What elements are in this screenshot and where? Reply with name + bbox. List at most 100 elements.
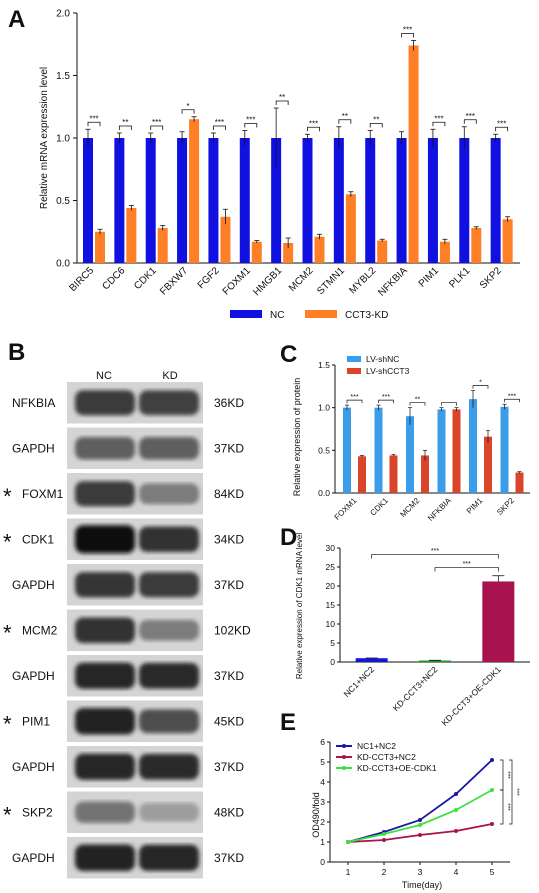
chart-a-bar: [302, 138, 313, 263]
chart-c-xtick-label: CDK1: [368, 496, 390, 518]
chart-c-ytick-label: 1.5: [318, 360, 330, 370]
chart-d-ytick-label: 0: [330, 657, 335, 667]
blot-band-nc: [75, 390, 135, 416]
chart-a-bar: [396, 138, 407, 263]
legend-kd-swatch: [305, 310, 337, 318]
chart-d-ytick-label: 25: [326, 562, 336, 572]
chart-c-bar: [389, 455, 398, 493]
chart-a-bar: [145, 138, 156, 263]
panel-label-a: A: [8, 6, 25, 33]
blot-row: FOXM1 84KD *: [3, 473, 244, 515]
chart-e-legend-label: KD-CCT3+OE-CDK1: [357, 763, 437, 773]
chart-e-sig-bracket: [500, 759, 504, 791]
chart-a-xtick-label: CDK1: [132, 265, 159, 292]
blot-band-kd: [139, 526, 199, 553]
chart-d-xtick-label: KD-CCT3+NC2: [391, 664, 440, 713]
chart-d-bar: [419, 660, 451, 662]
blot-band-kd: [139, 662, 199, 689]
chart-d-ytick-label: 10: [326, 619, 336, 629]
blot-band-nc: [75, 617, 135, 644]
chart-d-ylabel: Relative expression of CDK1 mRNA level: [295, 533, 304, 680]
chart-a-ytick-label: 0.5: [56, 196, 70, 207]
chart-a-bar: [345, 194, 356, 263]
chart-a-xtick-label: PLK1: [447, 265, 472, 290]
blot-protein-label: GAPDH: [12, 441, 55, 455]
legend-shnc-label: LV-shNC: [366, 354, 399, 364]
chart-c-bar: [343, 407, 351, 493]
chart-e-xtick-label: 1: [346, 867, 351, 877]
chart-a-ytick-label: 2.0: [56, 9, 70, 20]
blot-row: GAPDH 37KD: [12, 564, 244, 606]
blot-protein-label: MCM2: [22, 623, 58, 637]
chart-a-bar: [408, 45, 419, 263]
blot-band-nc: [75, 481, 135, 507]
chart-d-ytick-label: 20: [326, 581, 336, 591]
chart-a-bar: [377, 240, 388, 263]
chart-c-bar: [358, 456, 366, 493]
legend-shcct3-label: LV-shCCT3: [366, 366, 410, 376]
chart-a-bar: [439, 241, 450, 263]
chart-c-xtick-label: MCM2: [398, 496, 421, 519]
chart-c-sig-label: **: [415, 397, 421, 404]
chart-a-sig-bracket: [307, 126, 320, 132]
blot-row: SKP2 48KD *: [3, 791, 244, 833]
chart-e-point: [490, 758, 494, 762]
chart-a-sig-label: *: [187, 102, 190, 111]
panel-label-d: D: [280, 524, 297, 551]
chart-c-sig-label: ***: [350, 394, 358, 401]
chart-e-point: [382, 838, 386, 842]
chart-e-legend-marker: [342, 766, 346, 770]
legend-nc-label: NC: [270, 310, 284, 321]
blot-size-label: 37KD: [214, 851, 244, 865]
chart-a-bar: [333, 138, 344, 263]
chart-c-sig-bracket: [472, 385, 489, 389]
chart-a-sig-bracket: [275, 100, 289, 105]
chart-a-sig-bracket: [118, 125, 132, 130]
blot-protein-label: SKP2: [22, 805, 53, 819]
chart-e-sig-label: ***: [504, 771, 511, 779]
chart-a-sig-bracket: [432, 121, 446, 127]
chart-e-point: [418, 818, 422, 822]
chart-a-sig-label: ***: [466, 112, 475, 121]
chart-a-sig-label: ***: [246, 116, 255, 125]
chart-a-bar: [251, 241, 262, 263]
blot-size-label: 34KD: [214, 532, 244, 546]
blot-size-label: 37KD: [214, 760, 244, 774]
chart-e-sig-label: ***: [504, 803, 511, 811]
chart-c-bar: [500, 406, 509, 493]
blot-protein-label: GAPDH: [12, 669, 55, 683]
blot-band-nc: [75, 525, 135, 554]
western-blot: NC KD NFKBIA 36KD GAPDH 37KD FOXM1 84KD * CDK1 3…: [3, 370, 251, 879]
chart-e-point: [382, 832, 386, 836]
chart-e: OD490/fold Time(day) 0 1 2 3 4 5 6 1 2 3 4 5 NC1+NC2…: [311, 737, 520, 890]
blot-protein-label: NFKBIA: [12, 396, 55, 410]
chart-e-sig-label: ***: [513, 788, 520, 796]
blot-significance-star: *: [3, 711, 12, 736]
chart-a-xtick-label: NFKBIA: [376, 265, 410, 299]
chart-a-bar: [189, 119, 200, 263]
chart-d-sig-bracket: [434, 567, 499, 572]
chart-c-xtick-label: NFKBIA: [426, 496, 453, 523]
chart-a-bar: [239, 138, 250, 263]
chart-a-bar: [490, 138, 501, 263]
chart-e-point: [454, 829, 458, 833]
blot-band-kd: [139, 390, 199, 416]
blot-size-label: 36KD: [214, 396, 244, 410]
chart-e-xtick-label: 3: [418, 867, 423, 877]
chart-a-sig-label: ***: [152, 118, 161, 127]
blot-size-label: 48KD: [214, 805, 244, 819]
chart-e-legend-marker: [342, 755, 346, 759]
chart-a-ytick-label: 1.0: [56, 134, 70, 145]
chart-d-bar: [355, 658, 388, 662]
chart-a-bar: [283, 243, 294, 263]
blot-protein-label: GAPDH: [12, 851, 55, 865]
chart-a-bar: [208, 138, 219, 263]
chart-a-xtick-label: SKP2: [478, 265, 504, 291]
legend-kd-label: CCT3-KD: [345, 310, 388, 321]
chart-e-ytick-label: 6: [320, 737, 325, 747]
chart-c: Relative expression of protein LV-shNC L…: [292, 354, 530, 523]
panel-label-e: E: [280, 709, 296, 736]
chart-a-sig-label: ***: [309, 119, 318, 128]
chart-a-xtick-label: PIM1: [417, 265, 442, 290]
